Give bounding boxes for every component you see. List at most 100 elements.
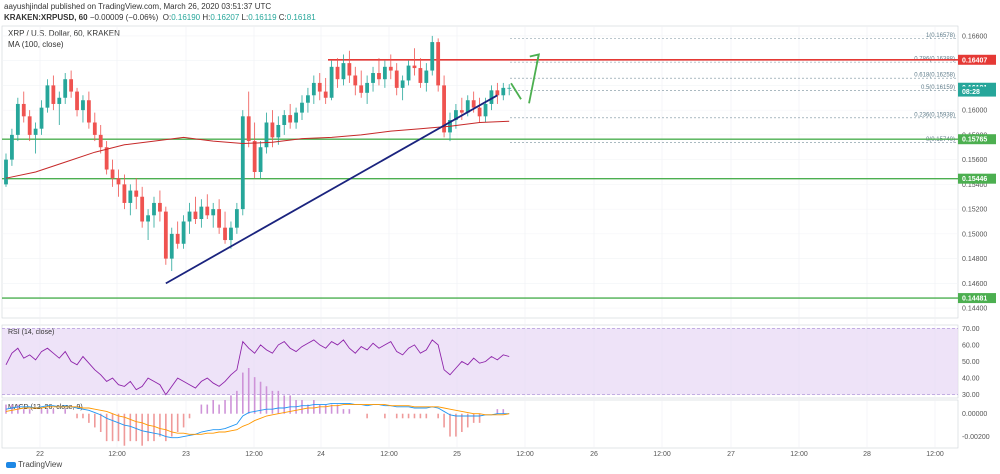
price-axis-tag-text: 0.14481 xyxy=(962,296,987,303)
price-axis-tag xyxy=(958,293,996,304)
candle-body xyxy=(276,124,281,138)
x-tick-label: 22 xyxy=(36,451,44,458)
candle-body xyxy=(252,141,257,172)
candle-body xyxy=(134,190,139,197)
fib-level-label: 0.618(0.16258) xyxy=(914,73,955,79)
candle-body xyxy=(394,70,399,88)
candle-body xyxy=(442,85,446,133)
price-axis-tag-text: 08:28 xyxy=(962,89,980,96)
candle-body xyxy=(377,73,381,80)
candle-body xyxy=(359,85,364,93)
fib-level-label: 0.236(0.15938) xyxy=(914,112,955,118)
candle-body xyxy=(341,63,346,80)
price-tick-label: 0.16000 xyxy=(962,108,987,115)
macd-tick-label: -0.00200 xyxy=(962,434,990,441)
candle-body xyxy=(98,134,103,148)
x-tick-label: 12:00 xyxy=(108,451,126,458)
candle-body xyxy=(75,91,79,111)
price-pane-frame xyxy=(1,25,959,319)
candle-body xyxy=(57,97,62,104)
candle-body xyxy=(92,122,97,135)
x-tick-label: 12:00 xyxy=(380,451,398,458)
candle-body xyxy=(282,115,287,125)
candle-body xyxy=(353,75,358,86)
price-tick-label: 0.14400 xyxy=(962,306,987,313)
price-axis-tag xyxy=(958,86,996,97)
candle-body xyxy=(365,82,370,93)
candle-body xyxy=(21,103,26,117)
tradingview-brand-label: TradingView xyxy=(18,460,63,469)
x-tick-label: 12:00 xyxy=(653,451,671,458)
fib-level-label: 0.5(0.16159) xyxy=(921,85,955,91)
annotation-arrow-dip xyxy=(510,82,522,100)
ma-legend: MA (100, close) xyxy=(8,40,64,49)
candle-body xyxy=(454,110,458,121)
x-tick-label: 12:00 xyxy=(516,451,534,458)
ascending-trend-line xyxy=(165,94,498,285)
candle-body xyxy=(146,215,150,222)
macd-tick-label: 0.00000 xyxy=(962,411,987,418)
candle-body xyxy=(81,100,85,111)
candle-body xyxy=(152,202,156,216)
candle-body xyxy=(110,169,115,179)
tradingview-logo-icon xyxy=(6,461,16,468)
candle-body xyxy=(471,100,476,108)
candle-body xyxy=(323,91,328,98)
price-axis-tag xyxy=(958,173,996,184)
candle-body xyxy=(489,90,494,104)
candle-body xyxy=(270,122,275,138)
candle-body xyxy=(507,87,512,89)
candle-body xyxy=(116,178,121,185)
rsi-tick-label: 70.00 xyxy=(962,326,980,333)
candle-body xyxy=(240,116,245,210)
candle-body xyxy=(128,190,133,203)
candle-body xyxy=(400,80,405,88)
candle-body xyxy=(122,184,127,203)
candle-body xyxy=(406,65,411,81)
price-tick-label: 0.15200 xyxy=(962,207,987,214)
candle-body xyxy=(10,134,14,160)
candle-body xyxy=(193,211,198,220)
symbol-label: KRAKEN:XRPUSD, 60 xyxy=(4,13,88,22)
candle-body xyxy=(246,116,251,142)
candle-body xyxy=(501,87,506,96)
candle-body xyxy=(63,79,68,98)
candle-body xyxy=(335,66,340,80)
candle-body xyxy=(382,66,387,80)
high-value: 0.16207 xyxy=(210,13,240,22)
candle-body xyxy=(465,100,470,113)
price-tick-label: 0.14800 xyxy=(962,256,987,263)
candle-body xyxy=(418,68,423,83)
candle-body xyxy=(388,66,393,71)
candle-body xyxy=(211,209,216,216)
candle-body xyxy=(495,90,500,96)
rsi-tick-label: 40.00 xyxy=(962,376,980,383)
pair-title: XRP / U.S. Dollar, 60, KRAKEN xyxy=(8,29,120,38)
close-value: 0.16181 xyxy=(286,13,316,22)
candle-body xyxy=(217,209,222,228)
candle-body xyxy=(306,95,310,103)
x-tick-label: 25 xyxy=(453,451,461,458)
candle-body xyxy=(477,107,482,117)
candle-body xyxy=(412,65,417,69)
candle-body xyxy=(436,42,441,86)
x-tick-label: 12:00 xyxy=(926,451,944,458)
price-tick-label: 0.16600 xyxy=(962,33,987,40)
ma100-line xyxy=(5,120,510,179)
candle-body xyxy=(288,115,293,123)
ohlc-line: KRAKEN:XRPUSD, 60 −0.00009 (−0.06%) O:0.… xyxy=(4,13,316,22)
price-axis-tag xyxy=(958,54,996,65)
candle-body xyxy=(15,103,20,135)
macd-signal-line xyxy=(5,404,510,435)
candle-body xyxy=(294,112,298,123)
candle-body xyxy=(51,85,56,104)
x-tick-label: 23 xyxy=(182,451,190,458)
x-tick-label: 27 xyxy=(727,451,735,458)
rsi-tick-label: 50.00 xyxy=(962,359,980,366)
candle-body xyxy=(27,116,32,135)
candle-body xyxy=(169,233,174,259)
candle-body xyxy=(329,66,334,98)
low-value: 0.16119 xyxy=(248,13,277,22)
price-axis-tag-text: 0.15446 xyxy=(962,176,987,183)
